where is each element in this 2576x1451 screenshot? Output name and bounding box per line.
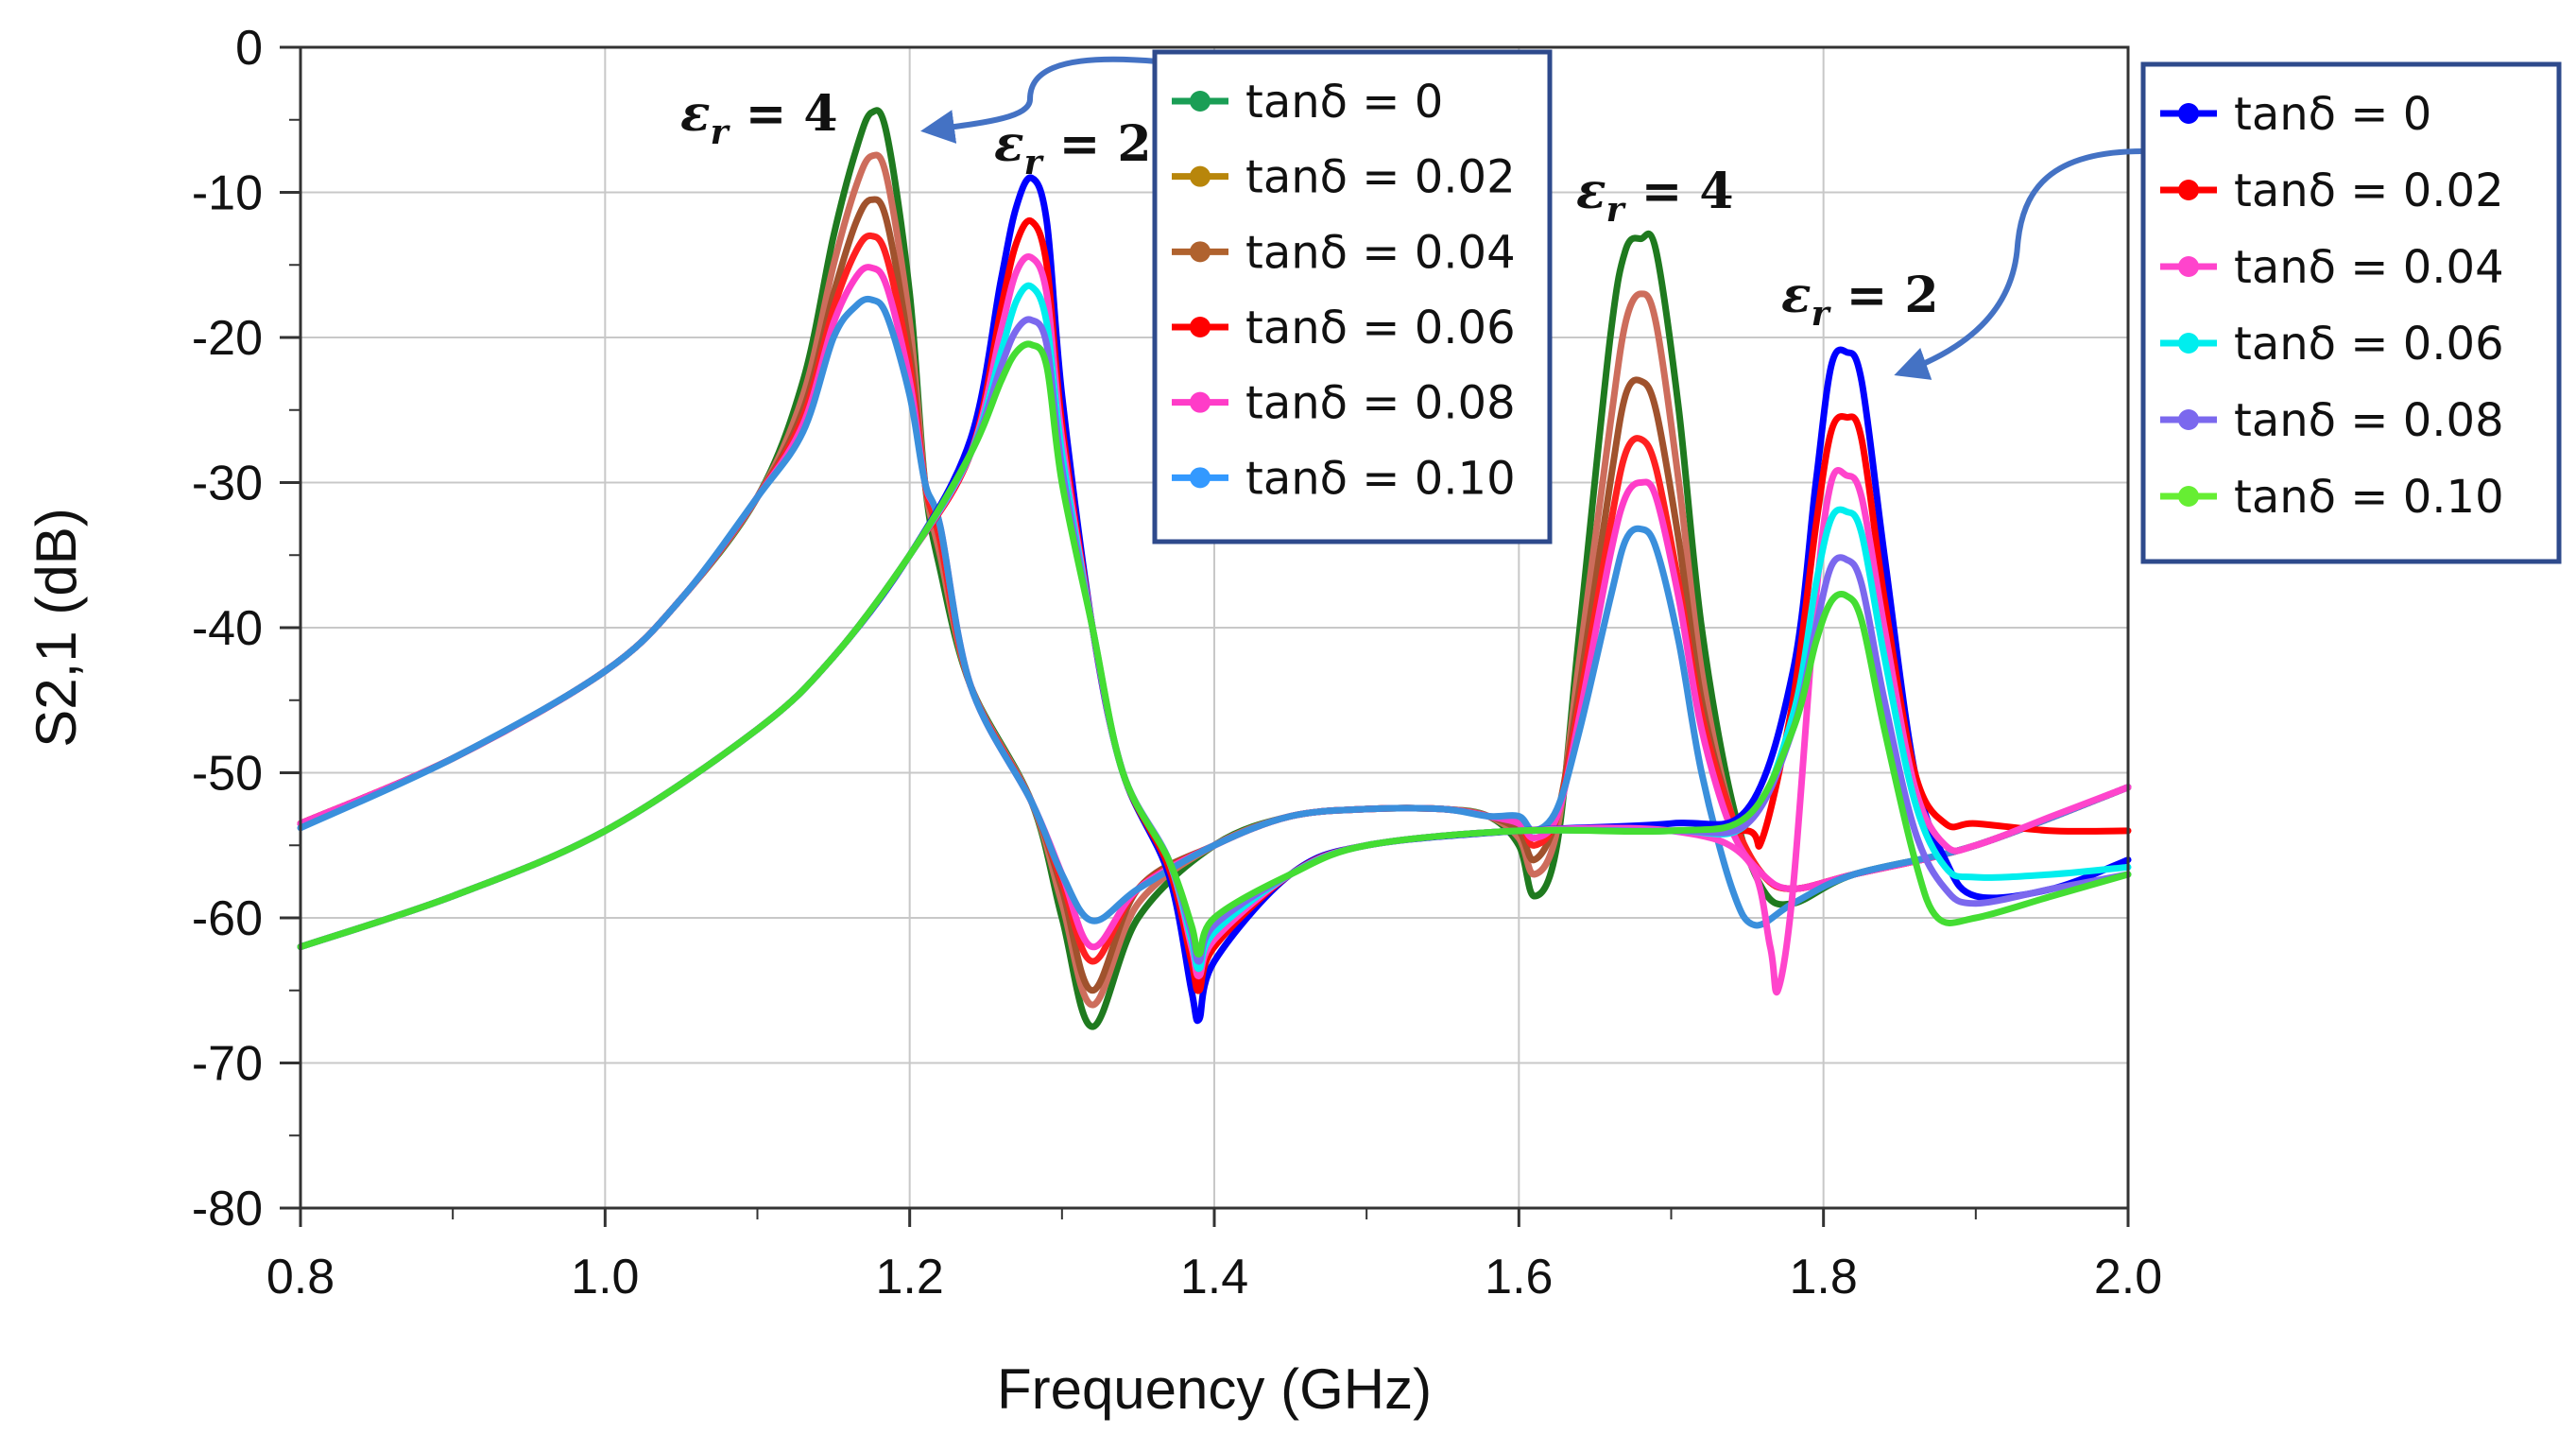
legend-marker: [2178, 486, 2199, 507]
y-tick-label: -80: [192, 1182, 263, 1236]
y-tick-label: -10: [192, 166, 263, 221]
legend-entry-label: tanδ = 0.06: [1245, 302, 1516, 354]
y-tick-label: -20: [192, 311, 263, 366]
y-tick-label: 0: [235, 21, 263, 76]
legend-er2: tanδ = 0 tanδ = 0.02 tanδ = 0.04 tanδ = 0.0…: [2140, 61, 2562, 564]
y-tick-label: -60: [192, 891, 263, 946]
legend-er4: tanδ = 0 tanδ = 0.02 tanδ = 0.04 tanδ = 0.0…: [1152, 49, 1553, 544]
legend-marker: [1190, 241, 1211, 263]
axes: 0.8 1.0 1.2 1.4 1.6 1.8 2.0 0 -10 -20 -30 -40 -50 -60…: [192, 21, 2162, 1304]
legend-marker: [2178, 333, 2199, 354]
annotation-label: εr = 2: [1781, 267, 1939, 334]
legend-marker: [2178, 103, 2199, 124]
x-tick-label: 0.8: [266, 1250, 335, 1304]
y-axis-title: S2,1 (dB): [25, 508, 88, 747]
x-tick-label: 1.4: [1180, 1250, 1248, 1304]
annotation-label: εr = 2: [994, 115, 1152, 182]
legends: tanδ = 0 tanδ = 0.02 tanδ = 0.04 tanδ = 0.0…: [1152, 49, 2562, 564]
legend-entry-label: tanδ = 0.10: [2234, 471, 2504, 524]
series-line-er4-5: [297, 295, 2132, 929]
annotation-label: εr = 4: [680, 85, 838, 152]
legend-marker: [1190, 391, 1211, 413]
legend-entry-label: tanδ = 0.06: [2234, 318, 2504, 371]
legend-entry-label: tanδ = 0.08: [2234, 394, 2504, 447]
legend-entry-label: tanδ = 0: [2234, 88, 2431, 141]
y-tick-label: -50: [192, 747, 263, 802]
legend-marker: [2178, 180, 2199, 200]
legend-entry-label: tanδ = 0: [1245, 76, 1443, 129]
legend-marker: [1190, 467, 1211, 489]
x-tick-label: 1.8: [1790, 1250, 1858, 1304]
series-line-er2-11: [297, 340, 2132, 958]
legend-box: [1152, 49, 1553, 544]
x-tick-label: 1.2: [876, 1250, 944, 1304]
legend-entry-label: tanδ = 0.04: [1245, 226, 1516, 279]
legend-marker: [1190, 91, 1211, 112]
annotation-arrow: [1894, 148, 2144, 380]
legend-entry-label: tanδ = 0.10: [1245, 452, 1516, 505]
y-tick-label: -30: [192, 457, 263, 511]
x-tick-label: 1.0: [571, 1250, 639, 1304]
legend-entry-label: tanδ = 0.08: [1245, 377, 1516, 430]
x-tick-label: 1.6: [1485, 1250, 1553, 1304]
annotations: εr = 4 εr = 2 εr = 4 εr = 2: [680, 56, 2144, 380]
legend-marker: [2178, 256, 2199, 277]
legend-entry-label: tanδ = 0.02: [1245, 151, 1516, 204]
x-axis-title: Frequency (GHz): [997, 1357, 1432, 1421]
annotation-arrow: [920, 56, 1159, 144]
series-layer: [297, 107, 2132, 1030]
x-tick-label: 2.0: [2094, 1250, 2162, 1304]
legend-marker: [2178, 409, 2199, 430]
legend-entry-label: tanδ = 0.02: [2234, 164, 2504, 217]
legend-entry-label: tanδ = 0.04: [2234, 241, 2504, 294]
legend-box: [2140, 61, 2562, 564]
legend-marker: [1190, 165, 1211, 187]
legend-marker: [1190, 317, 1211, 337]
y-tick-label: -40: [192, 601, 263, 656]
annotation-label: εr = 4: [1576, 163, 1734, 230]
y-tick-label: -70: [192, 1037, 263, 1092]
